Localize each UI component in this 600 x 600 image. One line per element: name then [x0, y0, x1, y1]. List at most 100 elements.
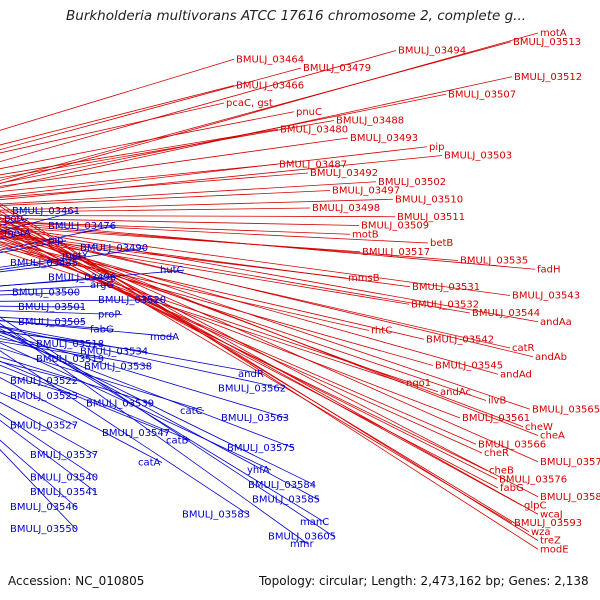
- reverse-gene-label: BMULJ_03485: [10, 258, 78, 269]
- forward-gene-label: BMULJ_03588: [540, 492, 600, 503]
- forward-leader-line: [0, 213, 539, 515]
- forward-gene-label: wza: [531, 527, 551, 538]
- forward-leader-line: [0, 243, 434, 366]
- forward-gene-label: motB: [352, 229, 379, 240]
- reverse-gene-label: BMULJ_03585: [252, 495, 320, 506]
- forward-gene-label: pnuC: [296, 107, 322, 118]
- forward-leader-line: [0, 221, 536, 270]
- forward-gene-label: wcaJ: [540, 509, 563, 520]
- forward-leader-line: [0, 128, 279, 176]
- forward-gene-label: BMULJ_03511: [397, 212, 465, 223]
- forward-leader-line: [0, 32, 539, 184]
- forward-gene-label: BMULJ_03565: [532, 404, 600, 415]
- forward-leader-line: [0, 217, 539, 498]
- forward-gene-label: cheA: [540, 431, 565, 442]
- reverse-gene-label: BMULJ_03461: [12, 206, 80, 217]
- forward-leader-line: [0, 223, 539, 463]
- forward-gene-label: BMULJ_03576: [499, 474, 567, 485]
- reverse-gene-label: BMULJ_03522: [10, 376, 78, 387]
- forward-leader-line: [0, 155, 443, 201]
- forward-leader-line: [0, 137, 349, 187]
- forward-gene-label: BMULJ_03487: [279, 159, 347, 170]
- forward-gene-label: treZ: [540, 536, 561, 547]
- reverse-gene-label: BMULJ_03538: [84, 361, 152, 372]
- forward-gene-label: BMULJ_03512: [514, 72, 582, 83]
- reverse-leader-line: [0, 419, 97, 493]
- forward-gene-label: nqo1: [406, 378, 431, 389]
- forward-leader-line: [0, 111, 295, 170]
- forward-leader-line: [0, 215, 396, 218]
- forward-gene-label: andAc: [440, 387, 471, 398]
- forward-gene-label: BMULJ_03532: [411, 299, 479, 310]
- forward-gene-label: glpC: [524, 501, 546, 512]
- reverse-gene-label: BMULJ_03584: [248, 480, 316, 491]
- reverse-gene-label: BMULJ_03496: [48, 273, 116, 284]
- forward-gene-label: BMULJ_03543: [512, 291, 580, 302]
- forward-gene-label: BMULJ_03503: [444, 151, 512, 162]
- reverse-leader-line: [0, 360, 191, 441]
- reverse-gene-label: BMULJ_03500: [12, 287, 80, 298]
- reverse-gene-label: pip: [48, 236, 63, 247]
- forward-gene-label: fabG: [500, 483, 524, 494]
- forward-gene-label: mmsB: [348, 273, 380, 284]
- reverse-leader-line: [0, 377, 163, 463]
- forward-gene-label: cheB: [489, 466, 514, 477]
- forward-gene-label: catR: [512, 343, 535, 354]
- forward-leader-line: [0, 236, 410, 305]
- forward-leader-line: [0, 232, 411, 288]
- reverse-gene-label: BMULJ_03547: [102, 428, 170, 439]
- forward-leader-line: [0, 58, 235, 131]
- forward-leader-line: [0, 228, 534, 358]
- forward-leader-line: [0, 41, 512, 181]
- reverse-leader-line: [0, 356, 153, 404]
- reverse-gene-label: BMULJ_03519: [36, 354, 104, 365]
- forward-leader-line: [0, 236, 487, 401]
- reverse-gene-label: metY: [62, 250, 89, 261]
- forward-leader-line: [0, 216, 513, 524]
- forward-leader-line: [0, 247, 370, 331]
- forward-gene-label: BMULJ_03542: [426, 334, 494, 345]
- forward-gene-label: BMULJ_03466: [236, 81, 304, 92]
- reverse-gene-label: BMULJ_03563: [221, 413, 289, 424]
- forward-leader-line: [0, 232, 471, 314]
- forward-leader-line: [0, 226, 361, 253]
- forward-gene-label: BMULJ_03492: [310, 168, 378, 179]
- reverse-gene-label: BMULJ_03490: [80, 243, 148, 254]
- reverse-gene-label: proP: [98, 310, 120, 321]
- forward-gene-label: andAb: [535, 352, 567, 363]
- reverse-gene-label: hutC: [160, 265, 184, 276]
- forward-gene-label: BMULJ_03493: [350, 133, 418, 144]
- reverse-gene-label: BMULJ_03546: [10, 502, 78, 513]
- reverse-leader-line: [0, 328, 319, 500]
- forward-leader-line: [0, 232, 488, 471]
- forward-leader-line: [0, 237, 477, 445]
- reverse-gene-label: BMULJ_03562: [218, 384, 286, 395]
- reverse-gene-label: BMULJ_03505: [18, 317, 86, 328]
- forward-gene-label: BMULJ_03510: [395, 194, 463, 205]
- forward-leader-line: [0, 229, 531, 410]
- reverse-gene-label: catB: [166, 435, 189, 446]
- reverse-leader-line: [0, 439, 77, 508]
- forward-leader-line: [0, 202, 539, 550]
- reverse-gene-label: modA: [150, 332, 179, 343]
- reverse-leader-line: [0, 449, 77, 530]
- reverse-gene-label: yhfA: [247, 465, 270, 476]
- reverse-gene-label: BMULJ_03550: [10, 524, 78, 535]
- forward-leader-line: [0, 221, 429, 244]
- forward-gene-label: modE: [540, 544, 569, 555]
- forward-leader-line: [0, 198, 394, 211]
- topology-text: Topology: circular; Length: 2,473,162 bp…: [259, 574, 589, 588]
- forward-leader-line: [0, 229, 498, 480]
- forward-gene-label: betB: [430, 238, 453, 249]
- reverse-leader-line: [0, 323, 309, 545]
- reverse-leader-line: [0, 326, 285, 389]
- forward-gene-label: fadH: [537, 264, 561, 275]
- forward-leader-line: [0, 231, 511, 349]
- map-title: Burkholderia multivorans ATCC 17616 chro…: [66, 8, 527, 24]
- forward-leader-line: [0, 120, 335, 179]
- forward-gene-label: pcaC, gst: [226, 98, 273, 109]
- forward-leader-line: [0, 234, 499, 375]
- reverse-gene-label: BMULJ_03575: [227, 443, 295, 454]
